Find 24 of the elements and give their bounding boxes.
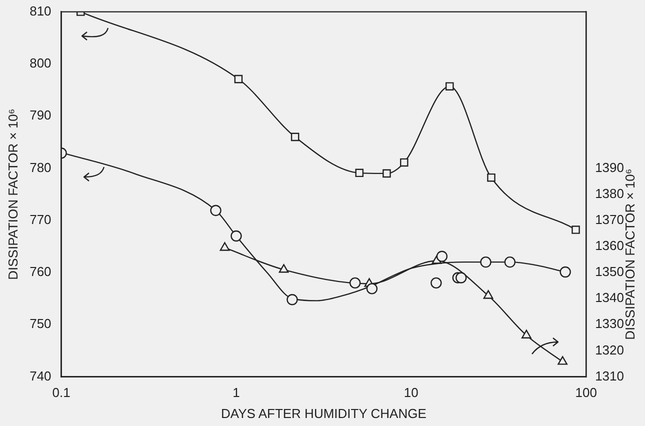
y-tick-label: 800 <box>30 56 52 71</box>
y2-tick-label: 1360 <box>595 238 624 254</box>
x-tick-label: 0.1 <box>52 385 70 400</box>
x-axis-title: DAYS AFTER HUMIDITY CHANGE <box>220 406 427 421</box>
y2-tick-label: 1330 <box>595 316 624 332</box>
y2-tick-label: 1320 <box>595 342 624 358</box>
y2-axis-title: DISSIPATION FACTOR × 10⁶ <box>622 168 638 340</box>
x-tick-label: 10 <box>404 385 418 400</box>
y2-tick-label: 1390 <box>595 160 624 175</box>
x-tick-label: 1 <box>232 385 240 400</box>
y2-tick-label: 1380 <box>595 186 624 201</box>
y-tick-label: 790 <box>30 108 52 123</box>
y2-tick-label: 1310 <box>595 368 624 384</box>
x-tick-label: 100 <box>575 385 597 400</box>
y2-tick-label: 1370 <box>595 212 624 227</box>
y-tick-label: 780 <box>30 160 52 175</box>
y-tick-label: 810 <box>30 3 52 18</box>
y2-tick-label: 1350 <box>595 264 624 280</box>
y-axis-title: DISSIPATION FACTOR × 10⁶ <box>5 108 20 280</box>
y-tick-label: 750 <box>30 316 52 332</box>
y-tick-label: 740 <box>30 368 52 384</box>
y-tick-label: 770 <box>30 212 52 227</box>
y2-tick-label: 1340 <box>595 290 624 306</box>
y-tick-label: 760 <box>30 264 52 280</box>
